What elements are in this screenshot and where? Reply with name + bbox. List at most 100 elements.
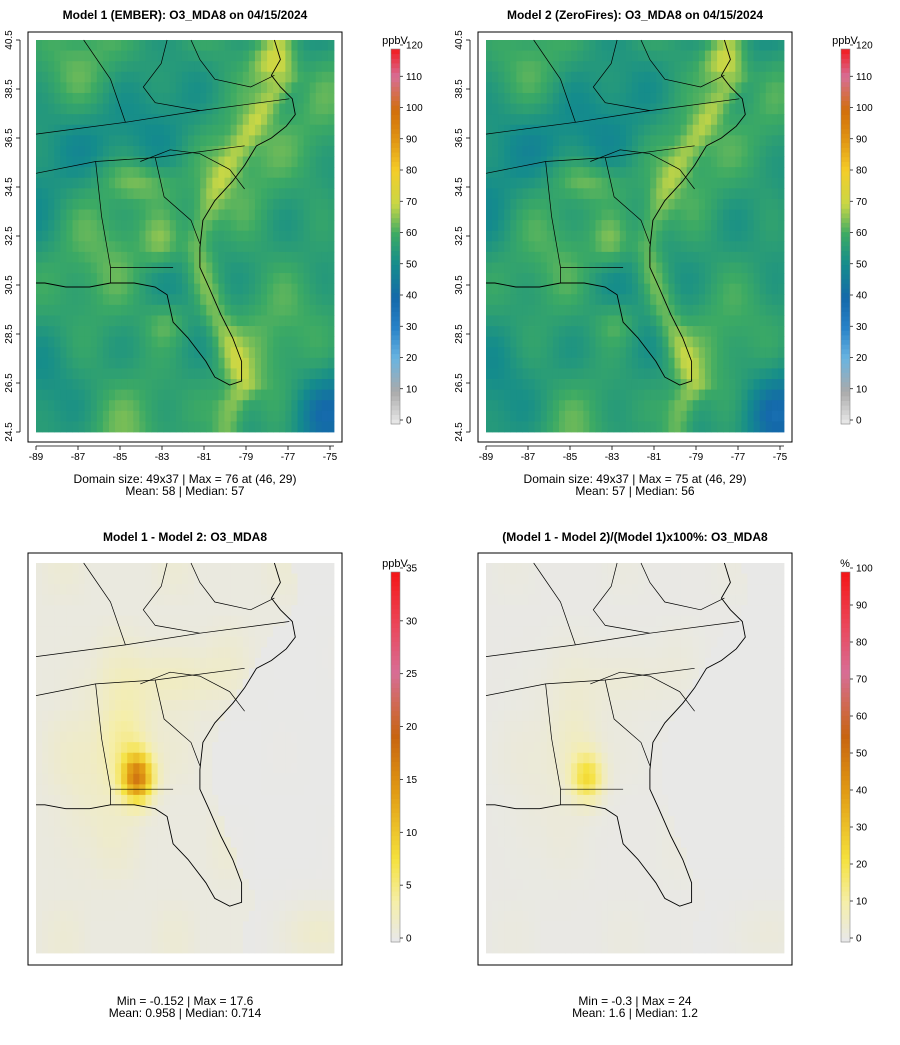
- grid-cell: [777, 421, 785, 433]
- grid-cell: [534, 82, 542, 94]
- grid-cell: [108, 389, 116, 401]
- grid-cell: [765, 357, 773, 369]
- grid-cell: [261, 379, 268, 391]
- grid-cell: [571, 50, 578, 62]
- grid-cell: [577, 177, 584, 189]
- colorbar-segment: [391, 58, 400, 64]
- grid-cell: [212, 689, 219, 701]
- grid-cell: [108, 177, 116, 189]
- grid-cell: [84, 368, 92, 380]
- grid-cell: [498, 188, 505, 200]
- grid-cell: [516, 61, 523, 73]
- grid-cell: [723, 198, 730, 210]
- grid-cell: [297, 689, 304, 701]
- grid-cell: [121, 379, 128, 391]
- grid-cell: [698, 304, 706, 316]
- grid-cell: [747, 389, 754, 401]
- grid-cell: [565, 262, 572, 274]
- grid-cell: [753, 410, 761, 422]
- grid-cell: [267, 177, 274, 189]
- grid-cell: [248, 40, 256, 51]
- grid-cell: [321, 71, 329, 83]
- grid-cell: [54, 357, 61, 369]
- grid-cell: [607, 262, 615, 274]
- grid-cell: [297, 262, 304, 274]
- grid-cell: [522, 230, 529, 242]
- grid-cell: [723, 71, 730, 83]
- grid-cell: [60, 389, 67, 401]
- grid-cell: [516, 273, 523, 285]
- grid-cell: [583, 114, 590, 126]
- grid-cell: [692, 124, 700, 136]
- grid-cell: [54, 700, 61, 711]
- grid-cell: [157, 103, 165, 115]
- grid-cell: [589, 82, 596, 94]
- grid-cell: [84, 156, 92, 168]
- grid-cell: [729, 379, 736, 391]
- grid-cell: [242, 689, 250, 701]
- grid-cell: [254, 326, 262, 338]
- grid-cell: [583, 368, 590, 380]
- grid-cell: [188, 752, 195, 764]
- grid-cell: [188, 188, 195, 200]
- grid-cell: [315, 188, 323, 200]
- grid-cell: [504, 326, 511, 338]
- grid-cell: [711, 368, 718, 380]
- grid-cell: [151, 563, 159, 574]
- grid-cell: [571, 357, 578, 369]
- grid-cell: [48, 177, 55, 189]
- grid-cell: [303, 357, 311, 369]
- grid-cell: [175, 410, 183, 422]
- grid-cell: [711, 71, 718, 83]
- grid-cell: [267, 678, 274, 690]
- grid-cell: [163, 209, 171, 221]
- grid-cell: [601, 71, 609, 83]
- grid-cell: [565, 294, 572, 306]
- grid-cell: [498, 241, 505, 253]
- grid-cell: [315, 209, 323, 221]
- grid-cell: [589, 326, 596, 338]
- grid-cell: [668, 421, 675, 433]
- grid-cell: [54, 584, 61, 596]
- grid-cell: [206, 379, 213, 391]
- grid-cell: [279, 326, 286, 338]
- grid-cell: [498, 103, 505, 115]
- grid-cell: [522, 400, 529, 412]
- grid-cell: [60, 177, 67, 189]
- grid-cell: [279, 177, 286, 189]
- grid-cell: [777, 124, 785, 136]
- grid-cell: [145, 304, 152, 316]
- grid-cell: [571, 304, 578, 316]
- grid-cell: [303, 336, 311, 348]
- grid-cell: [78, 657, 86, 669]
- grid-cell: [309, 209, 317, 221]
- grid-cell: [704, 71, 712, 83]
- grid-cell: [321, 605, 329, 617]
- grid-cell: [546, 294, 554, 306]
- grid-cell: [139, 92, 146, 104]
- grid-cell: [771, 209, 779, 221]
- grid-cell: [42, 50, 49, 62]
- grid-cell: [236, 220, 244, 232]
- grid-cell: [285, 167, 292, 179]
- grid-cell: [273, 700, 280, 711]
- grid-cell: [248, 241, 256, 253]
- grid-cell: [717, 326, 724, 338]
- grid-cell: [777, 61, 785, 73]
- grid-cell: [735, 379, 742, 391]
- grid-cell: [692, 209, 700, 221]
- grid-cell: [163, 114, 171, 126]
- grid-cell: [674, 61, 682, 73]
- grid-cell: [607, 241, 615, 253]
- grid-cell: [169, 304, 177, 316]
- grid-cell: [200, 563, 207, 574]
- grid-cell: [224, 657, 232, 669]
- grid-cell: [558, 135, 566, 147]
- grid-cell: [516, 357, 523, 369]
- grid-cell: [723, 92, 730, 104]
- grid-cell: [777, 156, 785, 168]
- grid-cell: [175, 336, 183, 348]
- grid-cell: [552, 368, 560, 380]
- grid-cell: [248, 167, 256, 179]
- grid-cell: [78, 177, 86, 189]
